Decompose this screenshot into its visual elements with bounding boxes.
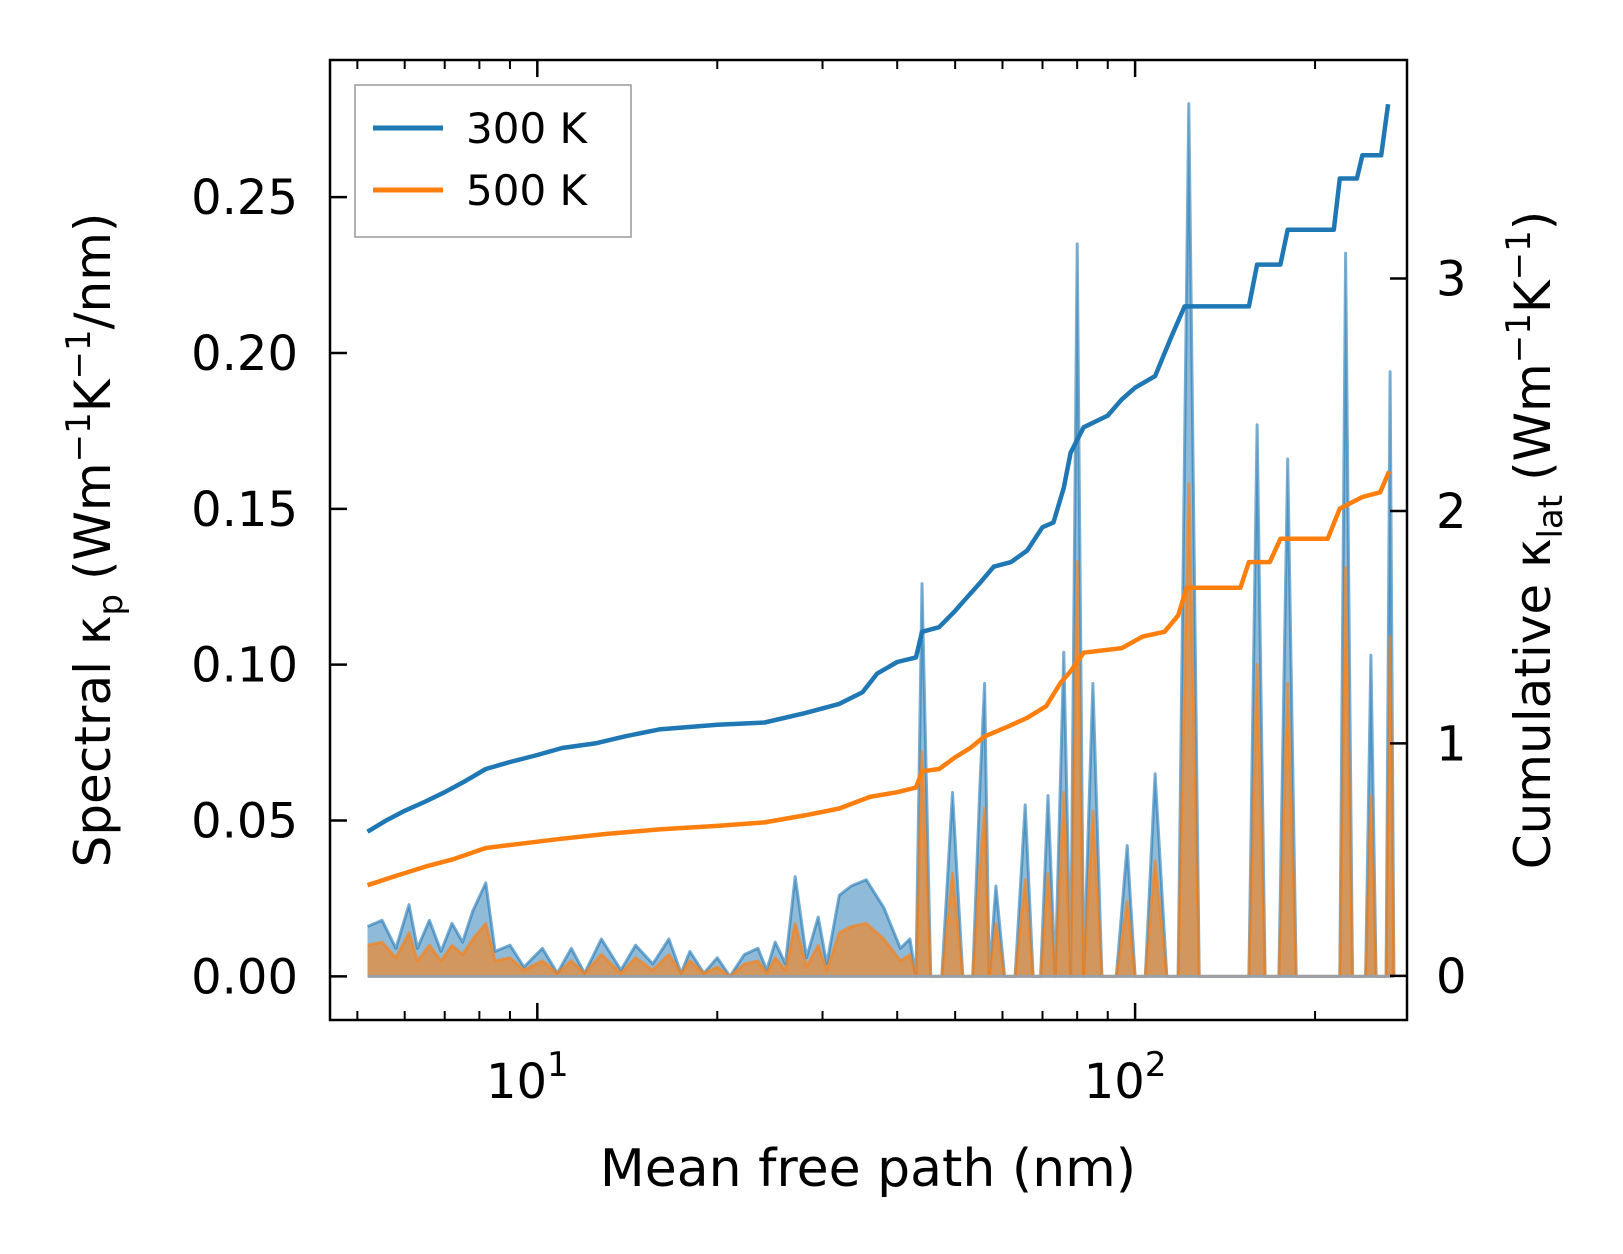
legend-label-300k: 300 K [466,104,589,153]
y-right-label-sub: lat [1531,495,1571,539]
x-axis: 101 102 [356,60,1317,1110]
cumulative-line-1 [366,103,1391,834]
legend-label-500k: 500 K [466,166,589,215]
x-tick-base: 10 [1084,1054,1145,1110]
cumulative-line-2 [366,470,1392,888]
y-left-tick-label: 0.00 [191,949,298,1005]
y-right-label-main: Cumulative κ [1504,539,1562,870]
legend-box [354,84,632,238]
y-right-tick-label: 2 [1436,484,1467,540]
x-tick-exp: 1 [547,1045,569,1085]
y-right-label-units: (Wm [1504,363,1562,481]
y-left-label-sub: p [91,594,131,616]
y-left-tick-label: 0.25 [191,170,298,226]
y-left-tick-label: 0.10 [191,638,298,694]
y-left-axis-label: Spectral κp(Wm−1K−1/nm) [59,213,131,868]
x-tick-exp: 2 [1145,1045,1167,1085]
y-left-label-main: Spectral κ [64,616,122,868]
x-tick-base: 10 [486,1054,547,1110]
cumulative-lines [366,103,1392,888]
y-left-label-exp1: −1 [59,412,99,462]
y-left-tick-label: 0.05 [191,794,298,850]
y-left-tick-label: 0.20 [191,326,298,382]
y-right-tick-label: 0 [1436,949,1467,1005]
spectral-fill-2 [367,483,1394,977]
plot-frame [328,58,1409,1022]
y-left-tick-label: 0.15 [191,482,298,538]
y-right-label-exp2: −1 [1499,230,1539,280]
y-right-axis-label: Cumulative κlat(Wm−1K−1) [1499,211,1571,870]
y-left-label-units: (Wm [64,462,122,580]
y-right-axis: 0 1 2 3 [1390,251,1467,1005]
x-tick-label: 102 [1084,1045,1167,1110]
x-axis-label: Mean free path (nm) [600,1139,1136,1199]
y-left-label-exp2: −1 [59,329,99,379]
y-right-label-tail: ) [1504,211,1562,231]
y-right-tick-label: 3 [1436,251,1467,307]
spectral-fills [366,102,1396,978]
legend: 300 K 500 K [354,84,632,238]
y-right-label-K: K [1504,279,1562,313]
y-left-label-K: K [64,378,122,412]
x-tick-label: 101 [486,1045,569,1110]
y-left-axis: 0.00 0.05 0.10 0.15 0.20 0.25 [191,170,347,1005]
y-right-label-exp1: −1 [1499,313,1539,363]
y-left-label-tail: /nm) [64,213,122,330]
y-right-tick-label: 1 [1436,716,1467,772]
